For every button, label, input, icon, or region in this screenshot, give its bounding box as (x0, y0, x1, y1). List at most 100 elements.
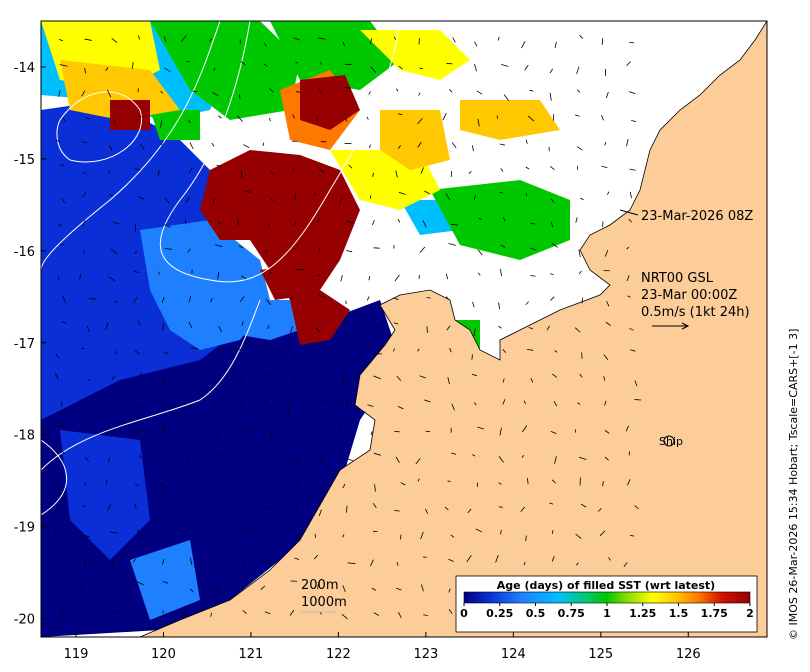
current-vector (580, 197, 584, 201)
current-vector (579, 373, 583, 378)
current-vector (393, 36, 397, 41)
current-vector (346, 250, 353, 253)
current-vector (395, 456, 400, 464)
current-vector (58, 90, 61, 97)
current-vector (266, 559, 274, 562)
current-vector (529, 89, 534, 92)
current-vector (62, 117, 67, 122)
current-vector (189, 477, 193, 482)
current-vector (417, 118, 423, 125)
current-vector (187, 508, 191, 510)
current-vector (574, 114, 580, 117)
y-tick-label: -16 (14, 245, 35, 260)
current-vector (451, 452, 457, 455)
current-vector (105, 322, 109, 330)
current-vector (86, 326, 90, 332)
current-vector (604, 430, 610, 434)
current-vector (626, 246, 630, 250)
ship-label: Ship (659, 435, 683, 448)
current-vector (601, 165, 608, 169)
current-vector (266, 506, 273, 510)
current-vector (131, 62, 134, 69)
current-vector (603, 376, 606, 381)
current-vector (477, 272, 481, 276)
current-vector (451, 403, 455, 411)
current-vector (264, 42, 267, 47)
current-vector (341, 376, 345, 384)
current-vector (499, 191, 504, 194)
current-vector (259, 348, 265, 356)
current-vector (530, 377, 534, 383)
current-vector (366, 296, 370, 301)
current-vector (554, 456, 557, 465)
current-vector (476, 90, 483, 95)
current-vector (604, 456, 609, 461)
current-vector (500, 244, 506, 248)
current-vector (372, 502, 377, 509)
current-vector (422, 220, 427, 228)
current-vector (525, 166, 530, 170)
current-vector (316, 481, 321, 486)
current-vector (161, 296, 165, 304)
current-vector (629, 168, 636, 171)
current-vector (419, 375, 426, 379)
current-vector (320, 430, 324, 433)
y-tick-label: -17 (14, 337, 35, 352)
current-vector (210, 297, 213, 303)
current-vector (447, 480, 451, 483)
current-vector (81, 402, 84, 408)
current-vector (498, 325, 502, 329)
current-vector (269, 88, 274, 93)
current-vector (342, 534, 345, 538)
current-vector (240, 61, 246, 66)
current-vector (162, 581, 169, 584)
current-vector (263, 63, 268, 67)
current-vector (162, 559, 165, 565)
current-vector (84, 456, 90, 462)
current-vector (188, 321, 193, 329)
current-vector (373, 375, 381, 380)
current-vector (477, 118, 480, 127)
current-vector (82, 505, 87, 507)
current-vector (294, 458, 300, 464)
current-vector (546, 325, 550, 331)
current-vector (576, 89, 581, 93)
current-vector (396, 587, 402, 591)
current-vector (445, 273, 449, 280)
timestamp-pointer (619, 209, 639, 216)
current-vector (109, 145, 113, 151)
current-vector (550, 430, 557, 434)
current-vector (369, 144, 371, 149)
current-vector (345, 399, 349, 407)
current-vector (498, 506, 503, 508)
current-vector (523, 400, 526, 405)
current-vector (554, 41, 557, 49)
current-vector (82, 250, 86, 255)
current-vector (423, 614, 428, 616)
y-tick-label: -18 (14, 429, 35, 444)
current-vector (139, 144, 145, 150)
current-vector (449, 88, 453, 93)
current-vector (472, 301, 475, 308)
current-vector (243, 483, 249, 487)
current-vector (132, 558, 137, 563)
current-vector (524, 64, 529, 71)
current-vector (530, 222, 536, 225)
current-vector (345, 300, 347, 305)
current-vector (417, 348, 420, 352)
current-vector (446, 325, 451, 331)
current-vector (161, 140, 164, 146)
current-vector (475, 528, 483, 533)
current-vector (209, 479, 213, 486)
current-vector (449, 348, 452, 353)
current-vector (523, 561, 526, 566)
current-vector (341, 614, 348, 620)
current-vector (601, 38, 604, 45)
current-vector (189, 588, 194, 593)
current-vector (530, 275, 536, 277)
current-vector (529, 247, 537, 251)
current-vector (137, 320, 141, 326)
current-vector (294, 482, 300, 489)
current-vector (160, 90, 164, 94)
